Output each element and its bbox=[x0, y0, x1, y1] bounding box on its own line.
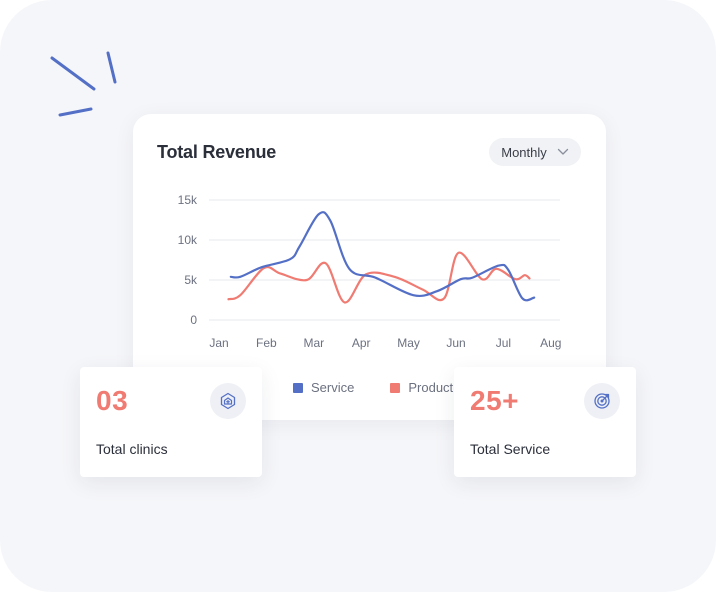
x-tick-label: Apr bbox=[352, 336, 371, 350]
x-tick-label: May bbox=[397, 336, 420, 350]
y-tick-label: 5k bbox=[184, 273, 198, 287]
x-tick-label: Jul bbox=[496, 336, 511, 350]
stat-card-clinics: 03 Total clinics bbox=[80, 367, 262, 477]
sparkle-decoration-icon bbox=[50, 51, 117, 117]
x-tick-label: Jan bbox=[209, 336, 228, 350]
period-dropdown-value: Monthly bbox=[501, 144, 547, 160]
stat-label-service: Total Service bbox=[470, 441, 551, 457]
y-tick-label: 10k bbox=[178, 233, 198, 247]
x-tick-label: Jun bbox=[446, 336, 465, 350]
x-tick-label: Aug bbox=[540, 336, 561, 350]
revenue-line-chart: 15k 10k 5k 0 Jan Feb Mar Apr May Jun Jul Aug bbox=[178, 193, 562, 350]
period-dropdown[interactable]: Monthly bbox=[489, 138, 581, 166]
target-icon bbox=[584, 383, 620, 419]
stat-value-service: 25+ bbox=[470, 385, 519, 416]
y-tick-label: 0 bbox=[190, 313, 197, 327]
clinic-badge-icon bbox=[210, 383, 246, 419]
chart-legend: Service Product bbox=[293, 380, 453, 395]
legend-swatch-product bbox=[390, 382, 401, 393]
card-title: Total Revenue bbox=[157, 142, 277, 162]
x-tick-label: Mar bbox=[303, 336, 324, 350]
x-tick-label: Feb bbox=[256, 336, 277, 350]
legend-label-product: Product bbox=[408, 380, 454, 395]
stat-card-service: 25+ Total Service bbox=[454, 367, 636, 477]
legend-label-service: Service bbox=[311, 380, 355, 395]
stat-value-clinics: 03 bbox=[96, 385, 129, 416]
legend-item-product[interactable]: Product bbox=[390, 380, 453, 395]
series-line-product bbox=[227, 251, 531, 304]
y-tick-label: 15k bbox=[178, 193, 198, 207]
series-line-service bbox=[229, 211, 536, 302]
stat-label-clinics: Total clinics bbox=[96, 441, 168, 457]
legend-item-service[interactable]: Service bbox=[293, 380, 354, 395]
chevron-down-icon bbox=[557, 148, 568, 155]
legend-swatch-service bbox=[293, 382, 303, 393]
